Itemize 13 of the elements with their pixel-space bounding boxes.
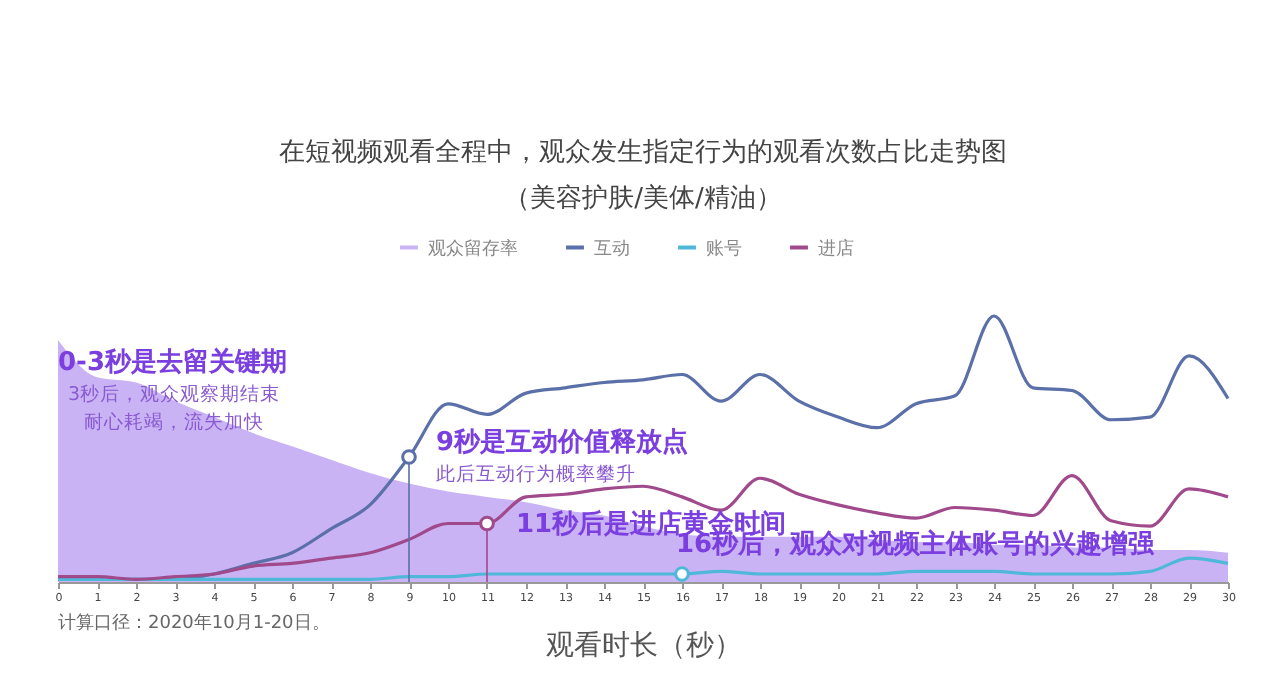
annotation: 9秒是互动价值释放点 [436, 426, 689, 458]
annotation: 0-3秒是去留关键期 [58, 346, 287, 378]
legend-label: 观众留存率 [428, 237, 518, 260]
x-axis-title: 观看时长（秒） [546, 630, 742, 662]
annotation: 耐心耗竭，流失加快 [84, 410, 264, 434]
legend-label: 账号 [706, 237, 742, 260]
legend-label: 互动 [594, 237, 630, 260]
text: 计算口径：2020年10月1-20日。 [58, 612, 330, 634]
chart-subtitle: （美容护肤/美体/精油） [504, 182, 782, 214]
annotation: 3秒后，观众观察期结束 [67, 382, 281, 406]
chart-title: 在短视频观看全程中，观众发生指定行为的观看次数占比走势图 [279, 138, 1007, 168]
legend-label: 进店 [818, 237, 854, 260]
annotation: 此后互动行为概率攀升 [436, 462, 636, 486]
